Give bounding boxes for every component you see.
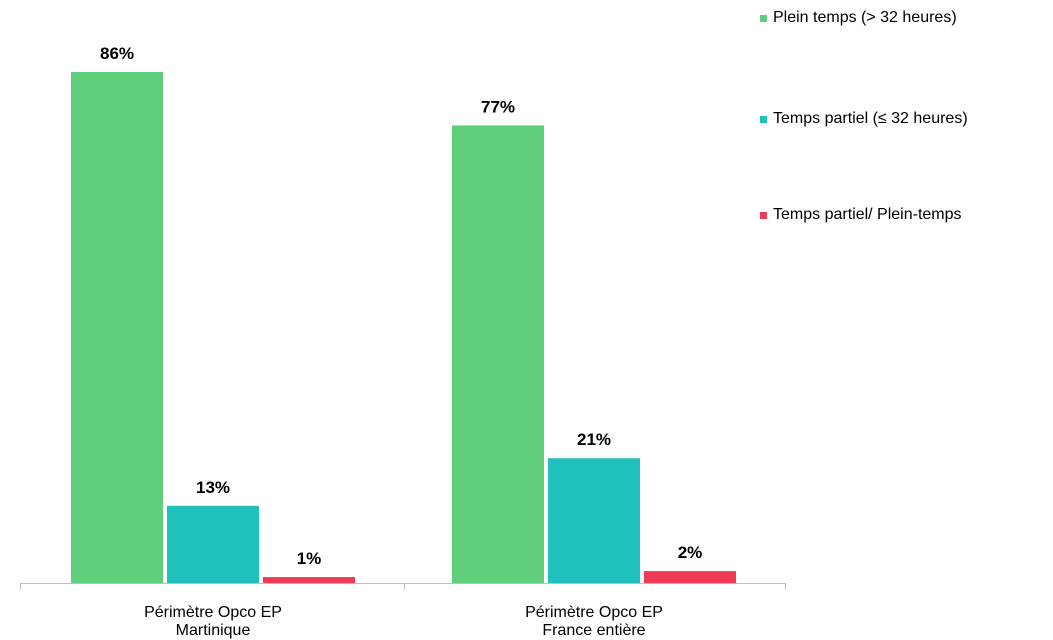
legend-item-1: Plein temps (> 32 heures): [760, 9, 957, 27]
bar-3-1: [263, 577, 355, 583]
data-label-2-1: 13%: [196, 478, 230, 497]
category-label-2-line-1: Périmètre Opco EP: [525, 604, 663, 621]
bar-1-1: [71, 72, 163, 583]
data-label-2-2: 21%: [577, 430, 611, 449]
category-label-2-line-2: France entière: [542, 622, 645, 639]
bar-2-1: [167, 505, 259, 583]
legend-swatch-2: [760, 115, 767, 123]
data-label-3-1: 1%: [297, 549, 322, 568]
bar-3-2: [644, 571, 736, 583]
legend-item-2: Temps partiel (≤ 32 heures): [760, 110, 968, 128]
bar-1-2: [452, 125, 544, 583]
legend-swatch-1: [760, 14, 767, 22]
data-label-3-2: 2%: [678, 543, 703, 562]
data-label-1-1: 86%: [100, 44, 134, 63]
legend-label-3: Temps partiel/ Plein-temps: [773, 206, 962, 223]
legend-label-2: Temps partiel (≤ 32 heures): [773, 110, 968, 127]
legend-item-3: Temps partiel/ Plein-temps: [760, 206, 962, 224]
legend-swatch-3: [760, 211, 767, 219]
legend-label-1: Plein temps (> 32 heures): [773, 9, 957, 26]
category-label-1-line-2: Martinique: [176, 622, 251, 639]
bar-2-2: [548, 458, 640, 583]
category-label-1-line-1: Périmètre Opco EP: [144, 604, 282, 621]
data-label-1-2: 77%: [481, 97, 515, 116]
